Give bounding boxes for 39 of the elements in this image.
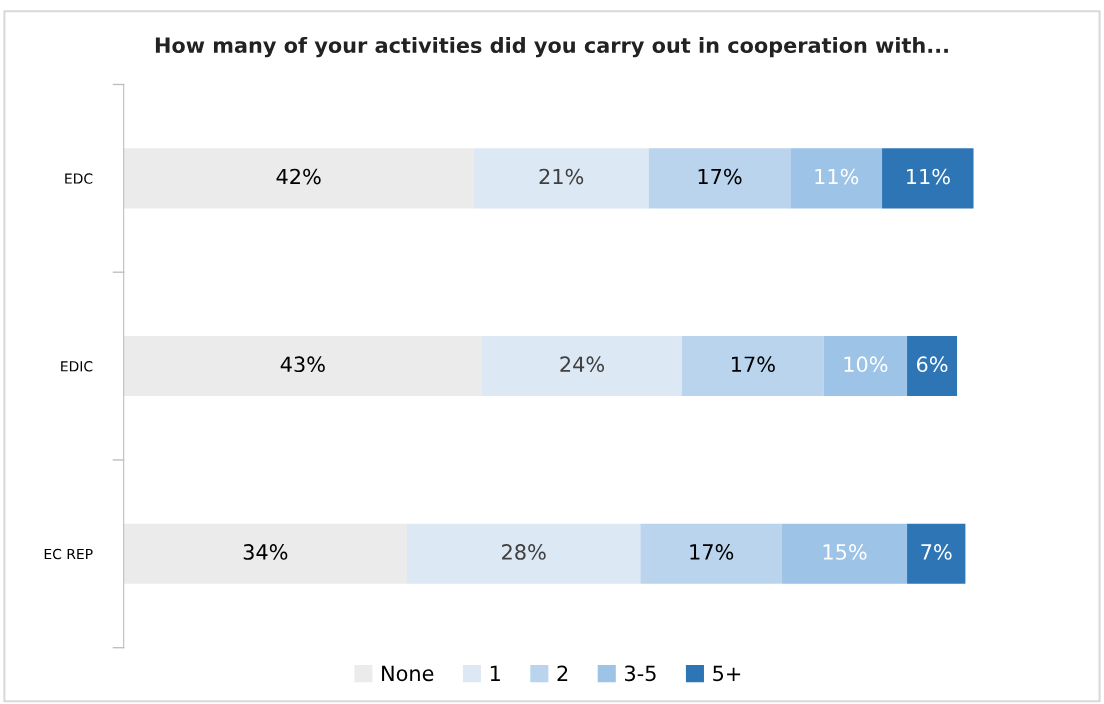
data-label: 11% <box>907 168 950 185</box>
y-tick-label: EDIC <box>61 361 93 372</box>
bar <box>473 148 649 209</box>
data-label: 17% <box>690 544 734 560</box>
chart-title: How many of your activities did you carry out in cooperation with... <box>155 36 948 58</box>
data-label: 6% <box>916 356 948 373</box>
bar <box>882 148 974 209</box>
data-label: 17% <box>698 168 742 185</box>
bar <box>123 148 474 209</box>
legend-label: 5+ <box>713 665 741 682</box>
data-label: 28% <box>502 544 546 560</box>
data-label: 42% <box>276 168 321 185</box>
data-label: 11% <box>815 168 859 185</box>
legend-label: None <box>382 665 434 682</box>
bar <box>907 523 966 584</box>
bar <box>407 523 641 584</box>
data-label: 34% <box>243 544 288 560</box>
bar <box>823 336 908 397</box>
data-label: 10% <box>844 356 888 373</box>
bar <box>790 148 883 209</box>
data-label: 43% <box>280 356 325 373</box>
y-tick-label: EDC <box>65 173 93 184</box>
bar <box>640 523 783 584</box>
legend-label: 1 <box>490 665 500 681</box>
data-label: 7% <box>921 544 952 560</box>
legend-label: 2 <box>557 665 568 681</box>
bar <box>682 336 824 397</box>
data-label: 21% <box>539 168 584 185</box>
legend-label: 3-5 <box>625 665 656 682</box>
bar <box>648 148 791 209</box>
bar <box>907 336 958 397</box>
data-label: 15% <box>823 544 867 560</box>
data-label: 17% <box>732 356 775 373</box>
data-label: 24% <box>560 356 605 373</box>
bar <box>123 336 483 397</box>
bar <box>782 523 908 584</box>
y-tick-label: EC REP <box>44 548 93 560</box>
bar <box>482 336 683 397</box>
bar <box>123 523 408 584</box>
